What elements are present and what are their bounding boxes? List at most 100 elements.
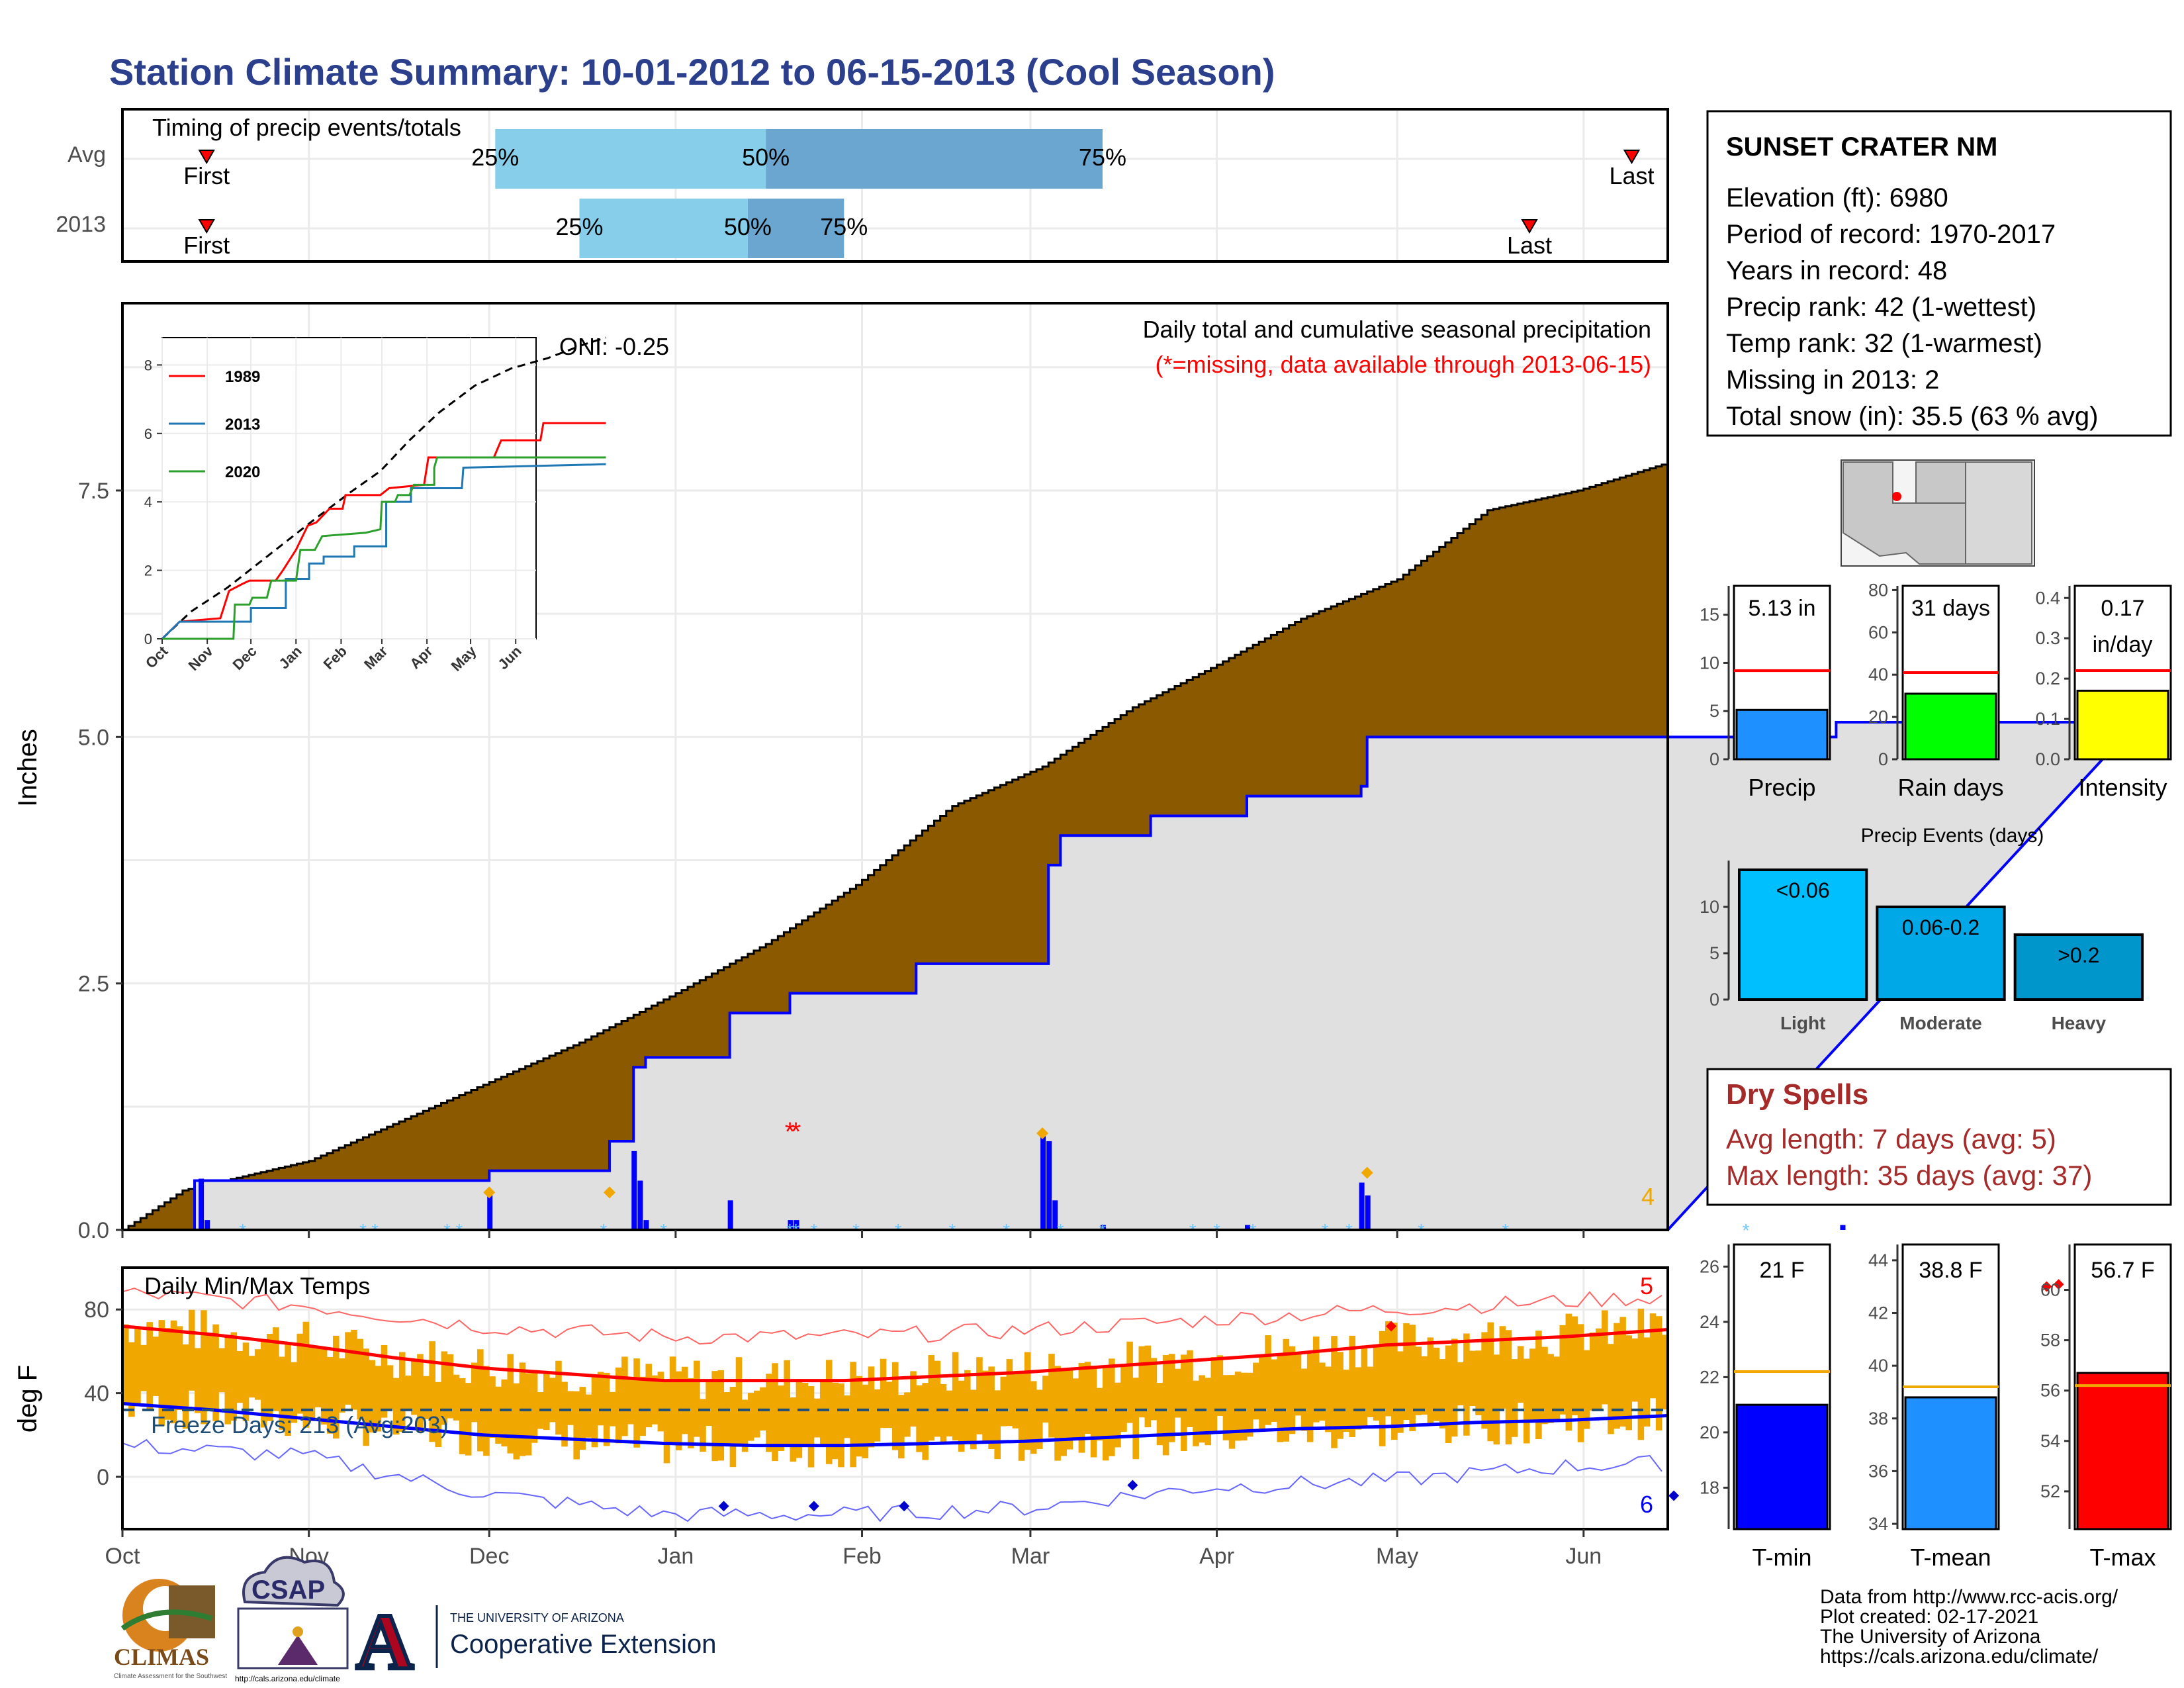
month-label-may: May — [1376, 1544, 1418, 1569]
temp-summary-tick-label-0-0: 18 — [1700, 1477, 1719, 1497]
temp-daily-bar-9 — [176, 1326, 183, 1411]
temp-daily-bar-247 — [1608, 1344, 1614, 1434]
events-category-0: Light — [1780, 1013, 1825, 1033]
inset-series-line-2013 — [161, 463, 606, 640]
temp-daily-bar-81 — [609, 1391, 616, 1427]
temp-daily-bar-53 — [441, 1351, 448, 1425]
temp-daily-bar-187 — [1247, 1372, 1253, 1437]
temp-summary-tick-label-0-2: 22 — [1700, 1367, 1719, 1387]
temp-daily-bar-0 — [122, 1324, 129, 1403]
temp-daily-bar-133 — [922, 1383, 929, 1460]
precip-summary-category-0: Precip — [1748, 774, 1815, 801]
locator-map — [1841, 459, 2035, 567]
temp-daily-bar-241 — [1571, 1316, 1578, 1415]
temp-daily-bar-90 — [663, 1381, 670, 1464]
temp-daily-bar-240 — [1565, 1313, 1572, 1431]
temp-daily-bar-114 — [807, 1385, 815, 1468]
daily-precip-bar-4 — [637, 1180, 643, 1230]
temp-daily-bar-254 — [1649, 1313, 1657, 1399]
temp-daily-bar-82 — [615, 1367, 622, 1444]
temp-daily-bar-246 — [1602, 1310, 1608, 1405]
temp-daily-bar-110 — [784, 1360, 791, 1445]
precip-events-chart: Precip Events (days) 0 5 10 <0.06 Light 0.06-… — [1700, 825, 2144, 1033]
climas-logo-swoosh — [120, 1609, 213, 1631]
temp-daily-bar-237 — [1547, 1354, 1554, 1423]
month-label-apr: Apr — [1199, 1544, 1234, 1569]
temp-daily-bar-76 — [579, 1387, 586, 1450]
temp-daily-bar-85 — [633, 1358, 640, 1448]
temp-daily-bar-107 — [766, 1374, 772, 1452]
temp-daily-bar-208 — [1373, 1347, 1380, 1421]
inset-ytick-label-2: 4 — [144, 494, 152, 510]
temp-daily-bar-231 — [1511, 1359, 1518, 1437]
precip-summary-category-1: Rain days — [1897, 774, 2003, 801]
inset-ytick-label-3: 6 — [144, 426, 152, 442]
temp-daily-bar-242 — [1577, 1324, 1584, 1442]
record-low-line — [122, 1438, 1662, 1523]
temp-summary-tick-label-2-0: 52 — [2040, 1481, 2060, 1501]
temp-daily-bar-203 — [1343, 1370, 1349, 1432]
temp-daily-bar-206 — [1361, 1347, 1368, 1428]
temp-daily-bar-181 — [1210, 1357, 1218, 1434]
inset-legend-label-1: 2013 — [225, 416, 260, 434]
station-location-dot — [1892, 492, 1901, 501]
temp-daily-bar-195 — [1295, 1352, 1302, 1416]
temp-summary-charts: 18 20 22 24 26 21 F T-min 34 36 38 40 42 44 38.8 F T-m… — [1700, 1243, 2172, 1571]
temp-daily-bar-227 — [1487, 1322, 1494, 1442]
precip-summary-tick-label-1-2: 40 — [1868, 665, 1888, 684]
ua-logo: A THE UNIVERSITY OF ARIZONA Cooperative … — [354, 1595, 716, 1687]
daily-precip-bar-1 — [205, 1220, 210, 1230]
temp-daily-bar-105 — [753, 1390, 760, 1438]
temp-summary-tick-label-1-4: 42 — [1868, 1303, 1888, 1323]
missing-marker-1: * — [791, 1117, 801, 1147]
temp-daily-bar-34 — [326, 1356, 334, 1434]
daily-precip-bar-16 — [1840, 1225, 1846, 1230]
temp-daily-bar-20 — [242, 1342, 250, 1421]
temp-daily-bar-198 — [1312, 1336, 1320, 1423]
precip-event-marker-1 — [603, 1186, 615, 1199]
station-box-border — [1706, 110, 2172, 437]
temp-daily-bar-205 — [1355, 1367, 1362, 1430]
temp-daily-bar-161 — [1090, 1366, 1097, 1458]
timing-label-75-0: 75% — [1079, 144, 1126, 171]
ua-block-a-icon: A — [356, 1597, 414, 1685]
temp-daily-bar-211 — [1391, 1323, 1398, 1440]
temp-daily-bar-119 — [838, 1383, 844, 1468]
inset-series-line-1989 — [161, 422, 606, 640]
temp-daily-bar-135 — [934, 1360, 941, 1437]
precip-summary-tick-label-1-4: 80 — [1868, 580, 1888, 600]
temp-daily-bar-40 — [363, 1348, 370, 1446]
temp-daily-bar-236 — [1541, 1346, 1548, 1425]
temp-daily-bar-129 — [898, 1395, 905, 1459]
temperature-panel: 0 40 80 Daily Min/Max Temps Freeze Days: 2… — [13, 1266, 2064, 1569]
temp-summary-category-1: T-mean — [1910, 1544, 1991, 1571]
temp-daily-bar-164 — [1109, 1358, 1115, 1456]
temp-daily-bar-239 — [1559, 1325, 1567, 1415]
timing-bar-q2-0 — [766, 129, 1103, 189]
map-new-mexico-region — [1965, 461, 2032, 565]
inset-ytick-label-0: 0 — [144, 631, 152, 647]
temp-daily-bar-38 — [351, 1329, 357, 1410]
temp-daily-bar-223 — [1463, 1333, 1470, 1436]
temp-daily-bar-117 — [826, 1360, 833, 1464]
events-bar-heavy — [2013, 933, 2144, 1001]
first-marker-icon-0 — [198, 150, 215, 164]
temp-panel-border — [121, 1266, 1669, 1530]
precip-summary-tick-label-0-1: 5 — [1709, 701, 1719, 721]
temp-daily-bar-122 — [856, 1376, 863, 1457]
csap-logo-text: CSAP — [251, 1575, 325, 1605]
daily-precip-bar-5 — [643, 1220, 649, 1230]
temp-daily-bar-89 — [657, 1372, 664, 1432]
temp-daily-bar-11 — [188, 1309, 195, 1391]
temp-summary-category-2: T-max — [2089, 1544, 2156, 1571]
inset-avg-dashed-line — [161, 336, 606, 640]
record-low-marker-0 — [718, 1501, 729, 1512]
temp-daily-bar-73 — [561, 1382, 568, 1447]
daily-precip-bar-7 — [788, 1220, 794, 1230]
climas-logo-text: CLIMAS — [114, 1644, 209, 1670]
temp-summary-tick-label-0-3: 24 — [1700, 1312, 1719, 1332]
temp-daily-bar-95 — [694, 1360, 700, 1437]
temp-daily-bar-210 — [1385, 1321, 1392, 1417]
temp-daily-bar-165 — [1115, 1382, 1121, 1448]
temp-daily-bar-45 — [392, 1378, 400, 1435]
